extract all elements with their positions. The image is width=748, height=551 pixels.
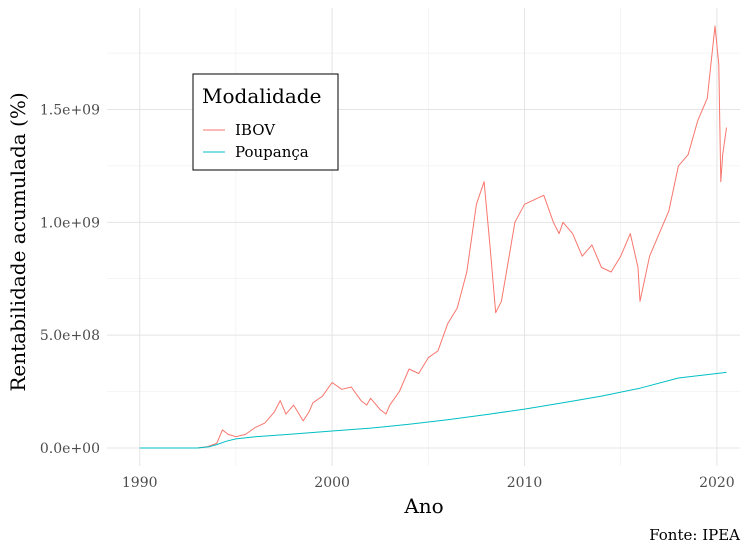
x-axis-title: Ano <box>403 494 443 518</box>
series-layer <box>139 25 727 449</box>
x-tick-label: 1990 <box>122 475 158 491</box>
x-tick-label: 2000 <box>314 475 350 491</box>
x-axis-ticks: 1990 2000 2010 2020 <box>122 475 735 491</box>
legend-label-poupanca: Poupança <box>235 143 309 161</box>
legend-box <box>192 73 339 171</box>
y-axis-ticks: 0.0e+00 5.0e+08 1.0e+09 1.5e+09 <box>40 103 100 457</box>
legend-title: Modalidade <box>202 84 321 108</box>
y-tick-label: 1.5e+09 <box>40 103 100 119</box>
y-tick-label: 1.0e+09 <box>40 215 100 231</box>
y-tick-label: 5.0e+08 <box>40 328 100 344</box>
legend-label-ibov: IBOV <box>235 121 276 139</box>
x-tick-label: 2020 <box>699 475 735 491</box>
y-axis-title: Rentabilidade acumulada (%) <box>6 92 30 391</box>
y-tick-label: 0.0e+00 <box>40 441 100 457</box>
legend: Modalidade IBOV Poupança <box>192 73 339 171</box>
grid-major <box>107 8 740 466</box>
chart-caption: Fonte: IPEA <box>649 526 740 544</box>
series-line-poupanca <box>139 371 727 449</box>
series-line-ibov <box>139 25 727 449</box>
x-tick-label: 2010 <box>507 475 543 491</box>
